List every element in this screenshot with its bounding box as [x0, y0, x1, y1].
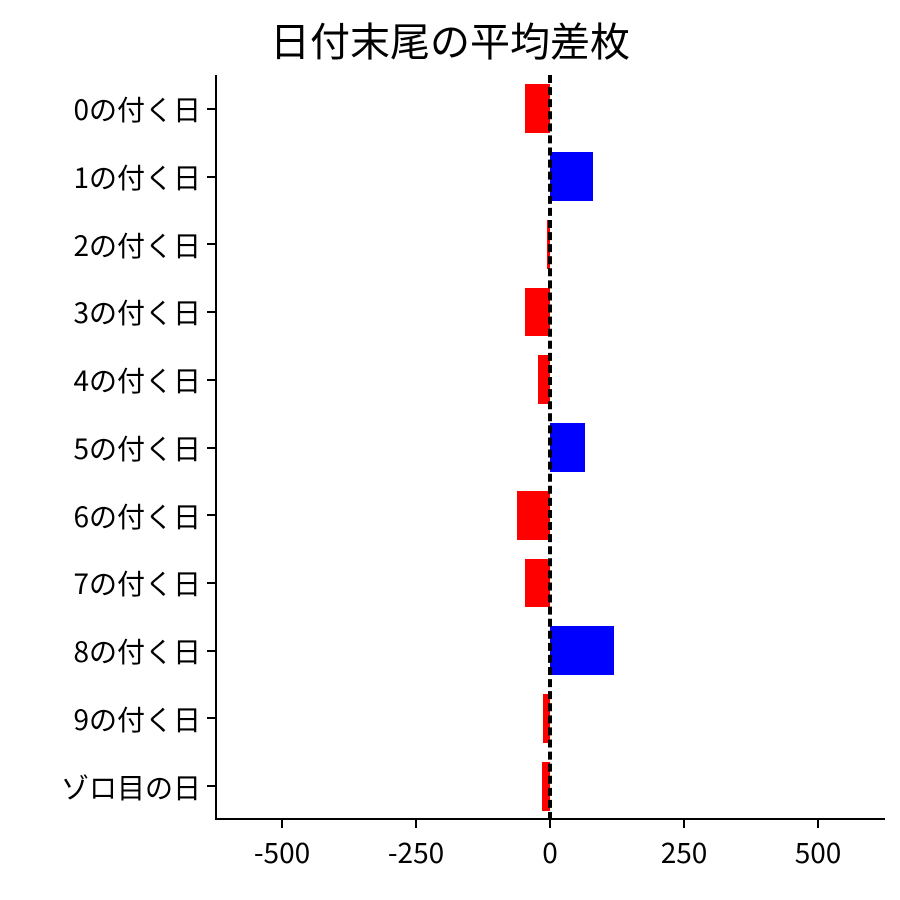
y-tick-label: 1の付く日 — [73, 157, 201, 197]
x-tick — [549, 820, 551, 828]
y-tick — [207, 311, 215, 313]
y-tick-label: 7の付く日 — [73, 563, 201, 603]
x-tick — [817, 820, 819, 828]
x-tick-label: -500 — [232, 832, 332, 872]
bar — [517, 491, 550, 540]
y-tick-label: 9の付く日 — [73, 699, 201, 739]
x-tick-label: -250 — [366, 832, 466, 872]
y-tick-label: 4の付く日 — [73, 360, 201, 400]
y-tick — [207, 785, 215, 787]
y-tick-label: 0の付く日 — [73, 89, 201, 129]
y-tick — [207, 379, 215, 381]
bar — [525, 288, 550, 337]
y-tick-label: 3の付く日 — [73, 292, 201, 332]
y-tick-label: 6の付く日 — [73, 496, 201, 536]
y-tick-label: ゾロ目の日 — [61, 767, 201, 807]
y-tick — [207, 582, 215, 584]
plot-area: 0の付く日1の付く日2の付く日3の付く日4の付く日5の付く日6の付く日7の付く日… — [215, 75, 885, 820]
y-tick — [207, 108, 215, 110]
bar — [550, 626, 614, 675]
bar — [525, 559, 550, 608]
y-tick-label: 8の付く日 — [73, 631, 201, 671]
y-tick — [207, 514, 215, 516]
x-tick-label: 0 — [500, 832, 600, 872]
y-tick — [207, 243, 215, 245]
y-axis-line — [215, 75, 217, 820]
y-tick — [207, 176, 215, 178]
y-tick-label: 2の付く日 — [73, 225, 201, 265]
x-tick-label: 500 — [768, 832, 868, 872]
y-tick-label: 5の付く日 — [73, 428, 201, 468]
zero-reference-line — [548, 75, 552, 820]
bar — [525, 84, 550, 133]
x-tick-label: 250 — [634, 832, 734, 872]
x-tick — [281, 820, 283, 828]
y-tick — [207, 447, 215, 449]
y-tick — [207, 717, 215, 719]
bar — [550, 423, 585, 472]
x-tick — [415, 820, 417, 828]
bar — [550, 152, 593, 201]
chart-container: 日付末尾の平均差枚 0の付く日1の付く日2の付く日3の付く日4の付く日5の付く日… — [0, 0, 900, 900]
y-tick — [207, 650, 215, 652]
chart-title: 日付末尾の平均差枚 — [0, 10, 900, 68]
x-tick — [683, 820, 685, 828]
